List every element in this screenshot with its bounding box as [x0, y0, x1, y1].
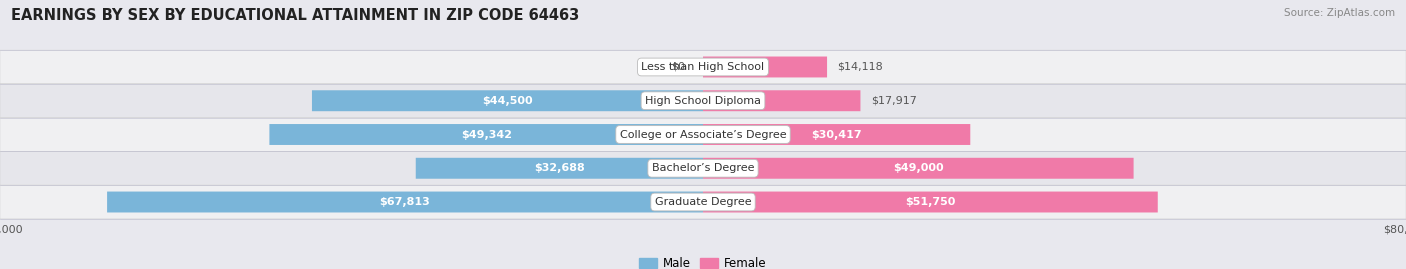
- Text: High School Diploma: High School Diploma: [645, 96, 761, 106]
- FancyBboxPatch shape: [703, 192, 1157, 213]
- FancyBboxPatch shape: [703, 124, 970, 145]
- FancyBboxPatch shape: [416, 158, 703, 179]
- Text: $49,000: $49,000: [893, 163, 943, 173]
- FancyBboxPatch shape: [0, 50, 1406, 84]
- FancyBboxPatch shape: [312, 90, 703, 111]
- Text: $30,417: $30,417: [811, 129, 862, 140]
- Text: $51,750: $51,750: [905, 197, 956, 207]
- Text: $0: $0: [672, 62, 686, 72]
- Text: Graduate Degree: Graduate Degree: [655, 197, 751, 207]
- FancyBboxPatch shape: [0, 151, 1406, 185]
- FancyBboxPatch shape: [703, 56, 827, 77]
- FancyBboxPatch shape: [0, 118, 1406, 151]
- Text: $17,917: $17,917: [870, 96, 917, 106]
- FancyBboxPatch shape: [270, 124, 703, 145]
- FancyBboxPatch shape: [0, 185, 1406, 219]
- Text: Less than High School: Less than High School: [641, 62, 765, 72]
- FancyBboxPatch shape: [0, 84, 1406, 118]
- FancyBboxPatch shape: [703, 90, 860, 111]
- Text: $67,813: $67,813: [380, 197, 430, 207]
- Text: Bachelor’s Degree: Bachelor’s Degree: [652, 163, 754, 173]
- FancyBboxPatch shape: [703, 158, 1133, 179]
- Text: $14,118: $14,118: [838, 62, 883, 72]
- Text: EARNINGS BY SEX BY EDUCATIONAL ATTAINMENT IN ZIP CODE 64463: EARNINGS BY SEX BY EDUCATIONAL ATTAINMEN…: [11, 8, 579, 23]
- Text: $49,342: $49,342: [461, 129, 512, 140]
- Text: Source: ZipAtlas.com: Source: ZipAtlas.com: [1284, 8, 1395, 18]
- Text: $32,688: $32,688: [534, 163, 585, 173]
- Text: College or Associate’s Degree: College or Associate’s Degree: [620, 129, 786, 140]
- Legend: Male, Female: Male, Female: [634, 253, 772, 269]
- Text: $44,500: $44,500: [482, 96, 533, 106]
- FancyBboxPatch shape: [107, 192, 703, 213]
